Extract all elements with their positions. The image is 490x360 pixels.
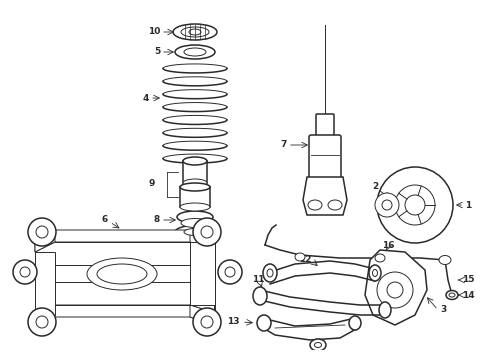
Circle shape <box>193 308 221 336</box>
Circle shape <box>395 185 435 225</box>
Ellipse shape <box>97 264 147 284</box>
Text: 4: 4 <box>143 94 149 103</box>
Ellipse shape <box>439 256 451 265</box>
Ellipse shape <box>173 24 217 40</box>
Ellipse shape <box>181 27 209 37</box>
Ellipse shape <box>87 258 157 290</box>
Circle shape <box>13 260 37 284</box>
Text: 7: 7 <box>281 140 287 149</box>
Circle shape <box>382 200 392 210</box>
Ellipse shape <box>183 179 207 187</box>
Circle shape <box>377 272 413 308</box>
Polygon shape <box>35 230 215 252</box>
Circle shape <box>375 193 399 217</box>
Ellipse shape <box>369 265 381 281</box>
Text: 14: 14 <box>462 291 475 300</box>
Circle shape <box>36 226 48 238</box>
Ellipse shape <box>189 29 201 35</box>
Ellipse shape <box>295 253 305 261</box>
Ellipse shape <box>308 200 322 210</box>
Polygon shape <box>303 177 347 215</box>
Circle shape <box>201 226 213 238</box>
Ellipse shape <box>181 219 209 228</box>
Circle shape <box>218 260 242 284</box>
Ellipse shape <box>379 302 391 318</box>
Text: 11: 11 <box>252 275 264 284</box>
Polygon shape <box>190 230 215 325</box>
Ellipse shape <box>315 342 321 347</box>
FancyBboxPatch shape <box>309 135 341 179</box>
Ellipse shape <box>184 229 206 235</box>
FancyBboxPatch shape <box>316 114 334 138</box>
Polygon shape <box>35 305 215 327</box>
Text: 5: 5 <box>154 48 160 57</box>
Circle shape <box>193 218 221 246</box>
Text: 6: 6 <box>102 216 108 225</box>
Circle shape <box>225 267 235 277</box>
Ellipse shape <box>183 157 207 165</box>
Ellipse shape <box>349 316 361 330</box>
Circle shape <box>20 267 30 277</box>
Ellipse shape <box>184 48 206 56</box>
Ellipse shape <box>253 287 267 305</box>
Text: 12: 12 <box>299 256 311 265</box>
Circle shape <box>405 195 425 215</box>
Bar <box>190 242 215 305</box>
Text: 13: 13 <box>227 318 240 327</box>
Ellipse shape <box>372 270 377 276</box>
Ellipse shape <box>328 200 342 210</box>
Bar <box>180 187 210 207</box>
Bar <box>35 252 55 315</box>
Ellipse shape <box>375 254 385 262</box>
Ellipse shape <box>175 225 215 238</box>
Text: 2: 2 <box>372 183 378 192</box>
Ellipse shape <box>449 293 455 297</box>
Circle shape <box>377 167 453 243</box>
Polygon shape <box>365 250 427 325</box>
Polygon shape <box>258 318 358 340</box>
Polygon shape <box>35 230 55 252</box>
Circle shape <box>36 316 48 328</box>
Text: 9: 9 <box>148 180 155 189</box>
Ellipse shape <box>310 339 326 351</box>
Ellipse shape <box>446 291 458 300</box>
Text: 10: 10 <box>147 27 160 36</box>
Ellipse shape <box>180 183 210 191</box>
Text: 3: 3 <box>440 306 446 315</box>
Ellipse shape <box>257 315 271 331</box>
Circle shape <box>201 316 213 328</box>
Text: 5: 5 <box>154 235 160 244</box>
Text: 1: 1 <box>465 201 471 210</box>
Circle shape <box>387 282 403 298</box>
Text: 8: 8 <box>154 216 160 225</box>
Circle shape <box>28 218 56 246</box>
Bar <box>183 161 207 183</box>
Ellipse shape <box>180 203 210 211</box>
Ellipse shape <box>263 264 277 282</box>
Ellipse shape <box>177 211 213 223</box>
Text: 15: 15 <box>462 275 474 284</box>
Text: 16: 16 <box>382 240 394 249</box>
Ellipse shape <box>267 269 273 277</box>
Ellipse shape <box>175 45 215 59</box>
Circle shape <box>28 308 56 336</box>
